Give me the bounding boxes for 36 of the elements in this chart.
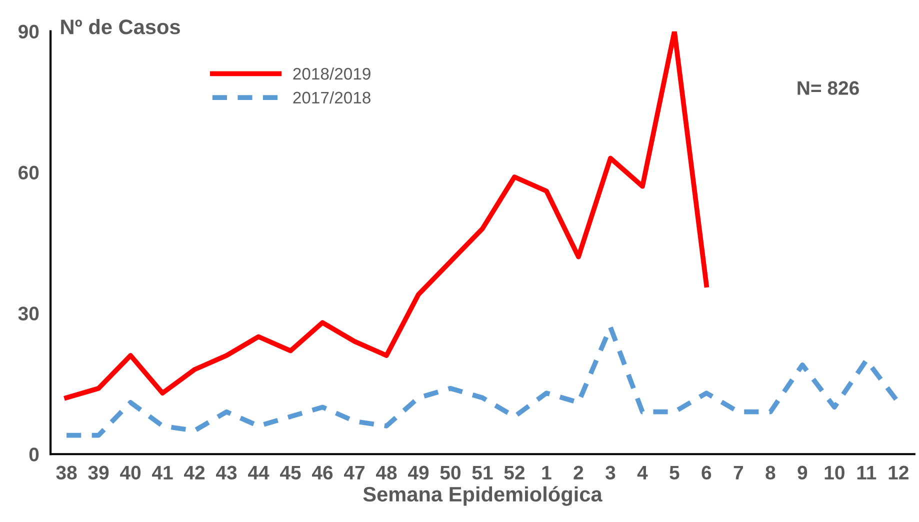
y-axis-title: Nº de Casos (61, 19, 180, 34)
x-tick-label: 49 (408, 466, 429, 480)
annotation: N= 826 (798, 81, 859, 95)
x-tick-label: 7 (734, 466, 743, 480)
x-tick-label: 11 (857, 466, 876, 480)
x-tick-label: 12 (888, 466, 908, 480)
x-tick-label: 47 (344, 466, 364, 480)
x-tick-label: 40 (120, 466, 141, 480)
x-tick-label: 8 (766, 466, 776, 480)
x-tick-label: 48 (376, 466, 397, 480)
x-tick-label: 42 (184, 466, 205, 480)
x-tick-label: 52 (504, 466, 525, 480)
x-tick-label: 51 (472, 466, 493, 480)
x-tick-label: 1 (542, 466, 552, 480)
x-tick-label: 41 (152, 466, 173, 480)
x-tick-label: 38 (56, 466, 77, 480)
x-tick-label: 6 (702, 466, 712, 480)
x-tick-label: 5 (670, 466, 680, 480)
x-tick-label: 9 (798, 466, 808, 480)
x-axis-title: Semana Epidemiológica (363, 486, 602, 506)
x-tick-label: 3 (605, 466, 616, 480)
x-tick-label: 39 (88, 466, 109, 480)
x-tick-label: 50 (440, 466, 460, 480)
x-tick-label: 2 (574, 466, 584, 480)
x-tick-label: 10 (824, 466, 844, 480)
legend-label: 2017/2018 (293, 91, 370, 104)
x-tick-label: 45 (280, 466, 301, 480)
y-tick-label: 60 (18, 166, 39, 180)
legend-label: 2018/2019 (293, 67, 370, 80)
x-tick-label: 43 (216, 466, 237, 480)
y-tick-label: 0 (29, 448, 39, 462)
y-tick-label: 90 (18, 24, 39, 39)
x-tick-label: 4 (637, 466, 648, 480)
y-tick-label: 30 (18, 306, 39, 320)
x-tick-label: 44 (248, 466, 270, 480)
x-tick-label: 46 (312, 466, 333, 480)
